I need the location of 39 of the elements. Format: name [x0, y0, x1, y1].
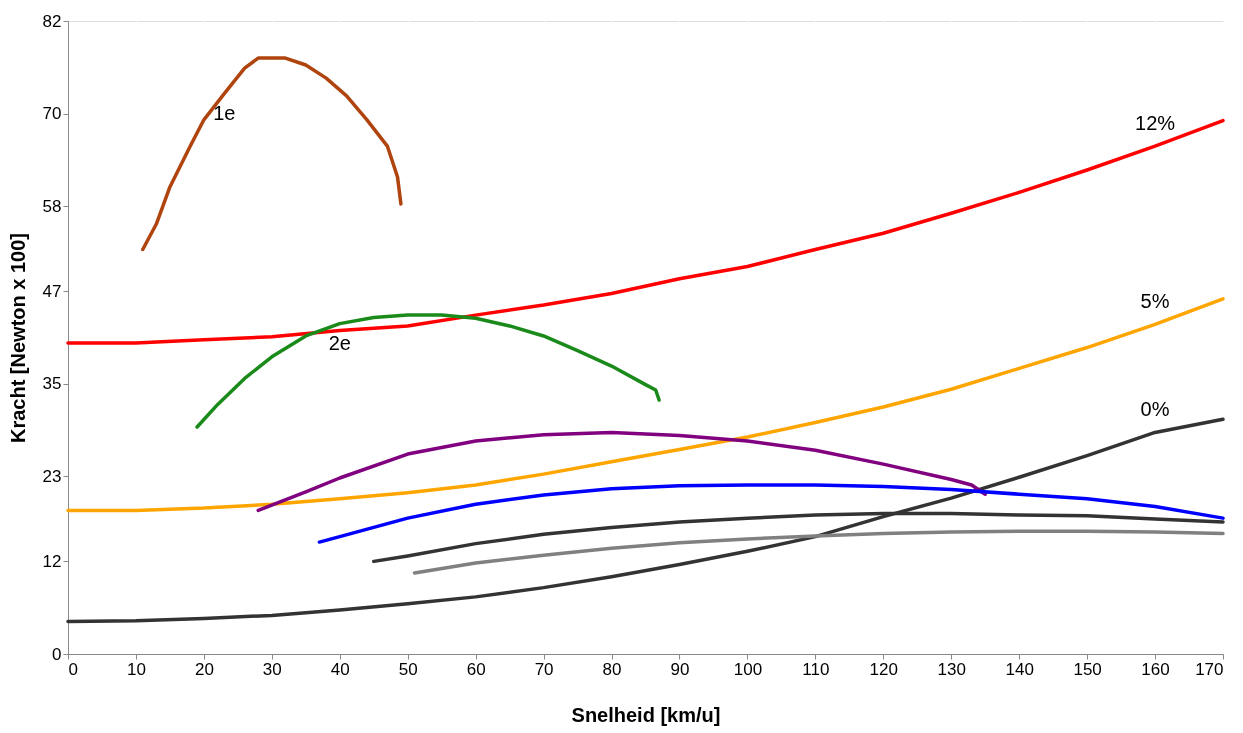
y-tick-label: 0	[52, 644, 62, 664]
line-series	[317, 483, 1225, 544]
x-tick-label: 80	[602, 659, 622, 679]
line-series	[140, 56, 403, 252]
line-series	[195, 313, 661, 429]
x-tick-label: 170	[1195, 659, 1224, 679]
series-label: 0%	[1140, 398, 1170, 421]
x-tick-label: 120	[869, 659, 898, 679]
line-series	[412, 529, 1225, 575]
x-tick-label: 0	[68, 659, 78, 679]
x-tick-label: 30	[262, 659, 282, 679]
y-tick-label: 23	[42, 466, 62, 486]
x-tick-label: 40	[330, 659, 350, 679]
line-series	[256, 430, 987, 513]
x-tick-label: 100	[733, 659, 763, 679]
series-label: 1e	[213, 101, 236, 124]
x-tick-label: 50	[398, 659, 418, 679]
y-tick-label: 58	[42, 196, 62, 216]
y-tick-label: 70	[42, 104, 62, 124]
x-tick-label: 110	[802, 659, 830, 679]
x-tick-label: 90	[670, 659, 690, 679]
y-tick-label: 35	[42, 374, 62, 394]
x-tick-label: 10	[126, 659, 146, 679]
x-tick-label: 20	[194, 659, 214, 679]
line-series	[66, 417, 1225, 624]
y-tick-label: 47	[42, 281, 62, 301]
y-tick-label: 82	[42, 11, 62, 31]
x-tick-label: 70	[534, 659, 554, 679]
y-axis-title: Kracht [Newton x 100]	[6, 232, 29, 444]
x-tick-label: 140	[1005, 659, 1034, 679]
y-tick-label: 12	[42, 551, 62, 571]
x-tick-label: 60	[466, 659, 486, 679]
x-tick-label: 130	[937, 659, 966, 679]
series-label: 12%	[1135, 112, 1176, 135]
x-axis-title: Snelheid [km/u]	[571, 703, 721, 726]
x-tick-label: 160	[1141, 659, 1170, 679]
series-label: 2e	[328, 331, 351, 354]
series-label: 5%	[1140, 290, 1170, 313]
x-tick-label: 150	[1073, 659, 1102, 679]
